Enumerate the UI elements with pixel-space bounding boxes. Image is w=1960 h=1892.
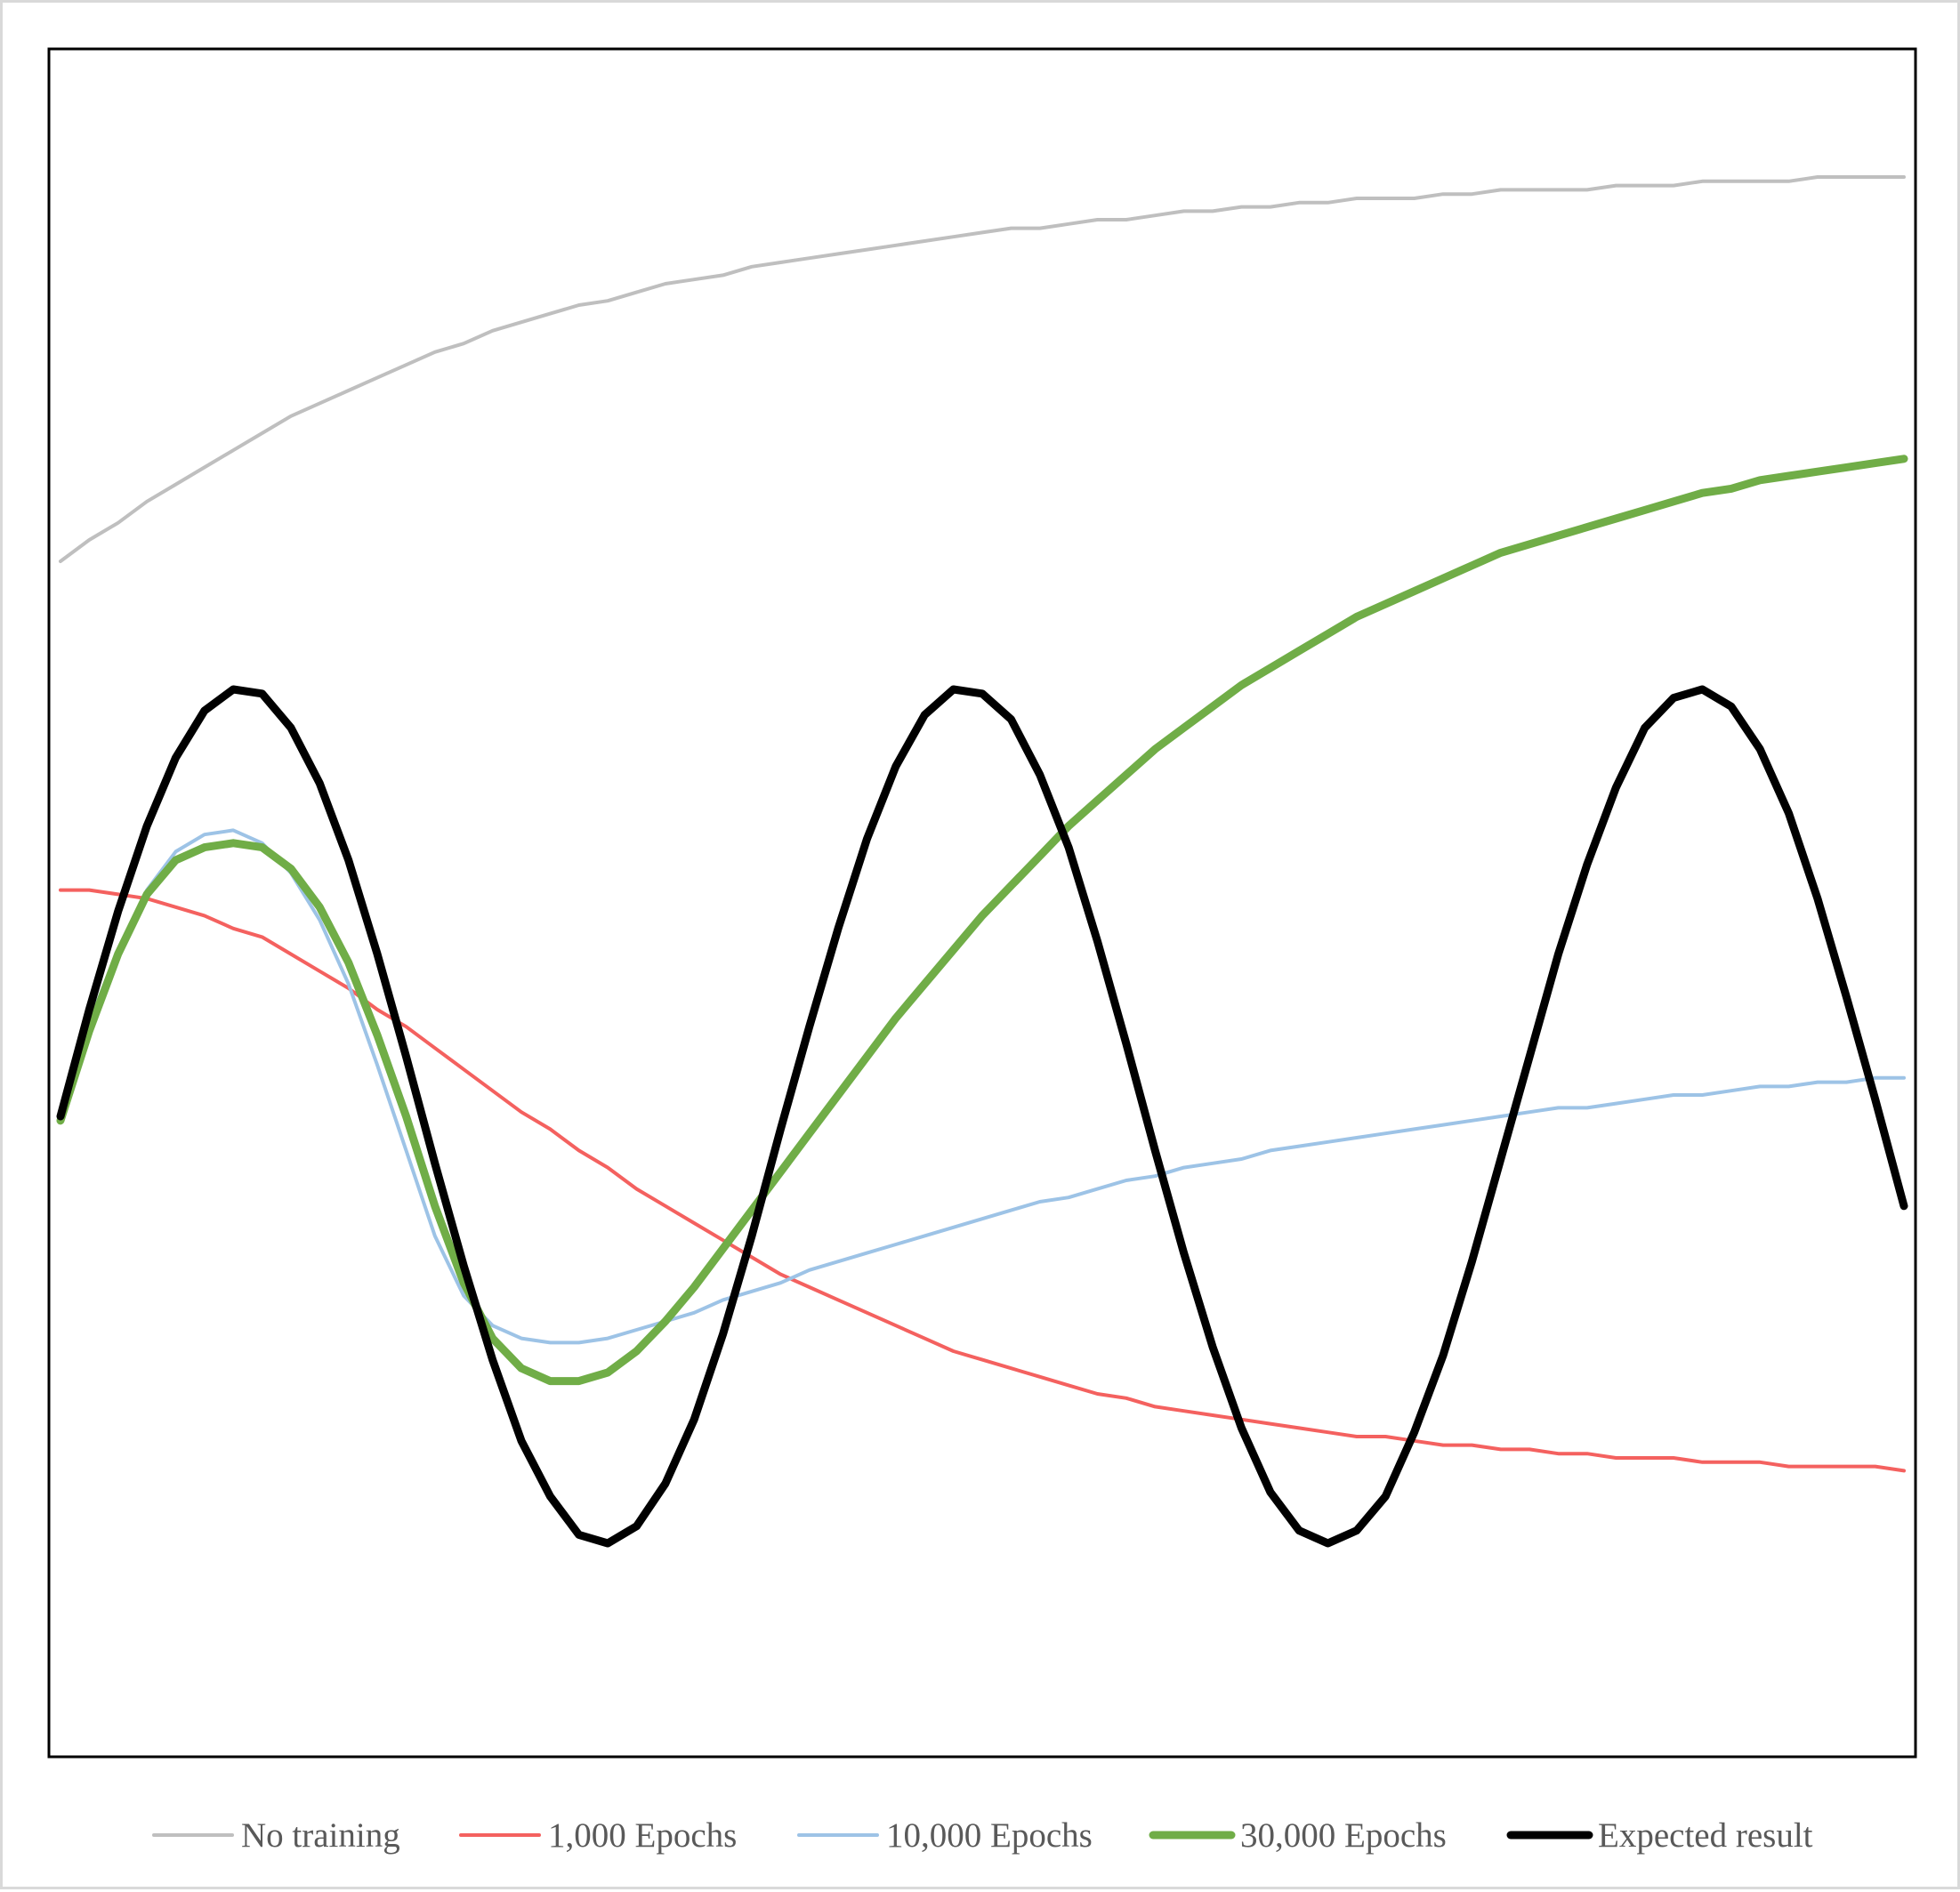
legend: No training 1,000 Epochs 10,000 Epochs 30,0…: [152, 1816, 1813, 1855]
legend-label-expected-result: Expected result: [1598, 1816, 1813, 1855]
legend-label-no-training: No training: [241, 1816, 400, 1855]
series-line-expected-result: [56, 685, 1908, 1548]
plot-area-frame: [47, 47, 1917, 1759]
series-line-10-000-epochs: [59, 828, 1906, 1345]
legend-label-10-000-epochs: 10,000 Epochs: [886, 1816, 1093, 1855]
series-group: [56, 175, 1908, 1548]
series-line-no-training: [59, 175, 1906, 563]
legend-label-1-000-epochs: 1,000 Epochs: [548, 1816, 737, 1855]
series-line-30-000-epochs: [56, 455, 1908, 1386]
legend-label-30-000-epochs: 30,000 Epochs: [1240, 1816, 1447, 1855]
line-chart: No training 1,000 Epochs 10,000 Epochs 30,0…: [47, 47, 1917, 1855]
